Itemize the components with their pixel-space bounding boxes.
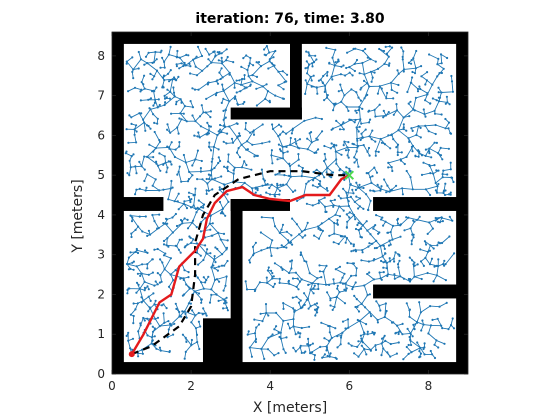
x-tick-label: 4 [266, 379, 274, 393]
y-tick-label: 8 [97, 49, 105, 63]
y-axis-label: Y [meters] [70, 179, 86, 253]
y-tick-label: 6 [97, 128, 105, 142]
executed-path [130, 174, 350, 355]
axes-box [111, 31, 469, 375]
y-tick-label: 2 [97, 287, 105, 301]
y-tick-label: 1 [97, 327, 105, 341]
paths [130, 170, 350, 356]
y-tick-label: 7 [97, 89, 105, 103]
y-tick-label: 3 [97, 248, 105, 262]
obstacle-3 [112, 362, 468, 374]
obstacle-10 [373, 197, 468, 211]
axes: 0 2 4 6 8 0 1 2 3 4 5 6 7 8 [97, 31, 469, 393]
markers [128, 170, 355, 358]
planned-path [131, 170, 350, 356]
goal-marker [344, 170, 355, 180]
obstacle-4 [290, 32, 302, 120]
tree-nodes [124, 44, 456, 361]
x-tick-label: 2 [187, 379, 195, 393]
obstacle-11 [373, 284, 468, 299]
obstacles [112, 32, 468, 374]
y-tick-label: 0 [97, 367, 105, 381]
chart-title: iteration: 76, time: 3.80 [195, 11, 384, 27]
x-tick-label: 6 [346, 379, 354, 393]
obstacle-7 [230, 199, 290, 211]
start-marker [128, 351, 135, 358]
x-tick-label: 0 [108, 379, 116, 393]
obstacle-9 [202, 318, 243, 374]
y-tick-label: 5 [97, 168, 105, 182]
obstacle-8 [230, 199, 243, 374]
x-tick-label: 8 [425, 379, 433, 393]
y-tick-label: 4 [97, 208, 105, 222]
obstacle-6 [112, 197, 164, 211]
obstacle-5 [230, 107, 302, 120]
x-axis-label: X [meters] [253, 400, 327, 416]
